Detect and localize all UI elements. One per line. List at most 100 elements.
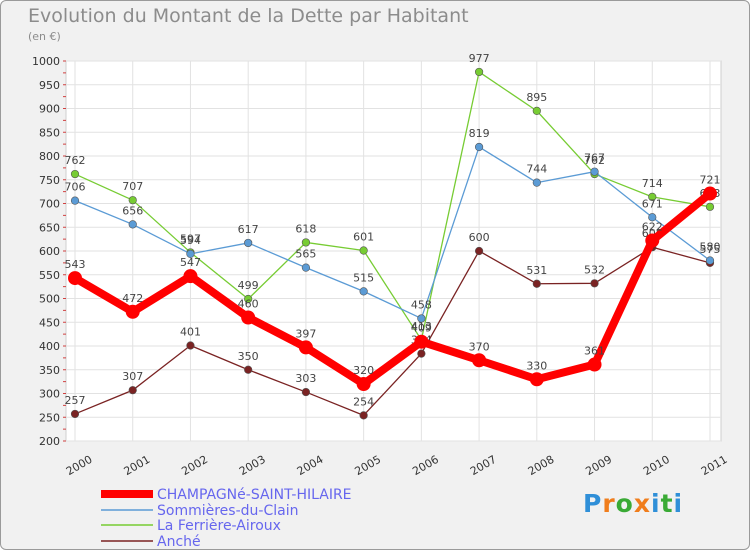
data-point xyxy=(359,411,368,420)
data-label: 707 xyxy=(122,180,143,193)
y-tick-label: 650 xyxy=(39,221,60,234)
data-label: 762 xyxy=(65,154,86,167)
data-label: 499 xyxy=(238,279,259,292)
data-label: 671 xyxy=(642,197,663,210)
data-point xyxy=(186,341,195,350)
data-point xyxy=(68,271,82,286)
x-tick-label: 2007 xyxy=(468,453,499,478)
logo-letter: i xyxy=(673,489,684,518)
data-label: 515 xyxy=(353,271,374,284)
logo-letter: i xyxy=(651,489,661,518)
data-label: 413 xyxy=(411,320,432,333)
y-tick-label: 600 xyxy=(39,245,60,258)
logo-letter: r xyxy=(602,489,616,518)
chart-subtitle: (en €) xyxy=(28,30,61,43)
legend-label: Anché xyxy=(157,534,201,549)
data-label: 819 xyxy=(469,127,490,140)
data-label: 767 xyxy=(584,152,605,165)
y-tick-label: 350 xyxy=(39,364,60,377)
data-label: 458 xyxy=(411,298,432,311)
series-line xyxy=(74,71,711,341)
data-point xyxy=(128,196,137,205)
y-tick-label: 750 xyxy=(39,174,60,187)
series-layer: 2573074013503032543846005315326085757627… xyxy=(65,52,721,420)
data-point xyxy=(128,220,137,229)
data-point xyxy=(70,196,80,205)
data-label: 575 xyxy=(700,243,721,256)
proxiti-logo: Proxiti xyxy=(583,489,683,518)
y-tick-label: 250 xyxy=(39,411,60,424)
data-point xyxy=(590,167,599,176)
data-point xyxy=(359,287,368,296)
data-point xyxy=(590,279,599,288)
data-point xyxy=(474,142,484,152)
data-label: 714 xyxy=(642,177,663,190)
y-tick-label: 950 xyxy=(39,79,60,92)
data-label: 618 xyxy=(295,222,316,235)
y-tick-label: 450 xyxy=(39,316,60,329)
legend-label: CHAMPAGNé-SAINT-HILAIRE xyxy=(157,487,352,503)
x-tick-label: 2002 xyxy=(179,453,210,478)
data-point xyxy=(241,310,256,325)
data-label: 361 xyxy=(584,345,605,358)
x-axis: 2000 2001 2002 2003 2004 2005 2006 2007 2008 2009… xyxy=(64,453,730,478)
x-tick-label: 2003 xyxy=(237,453,268,478)
data-label: 254 xyxy=(353,395,374,408)
logo-letter: o xyxy=(615,489,634,518)
y-axis: 200 250 300 350 400 450 500 550 600 650 700 750 800 8… xyxy=(32,55,66,448)
data-point xyxy=(301,263,311,272)
data-point xyxy=(529,372,544,387)
data-label: 320 xyxy=(353,364,374,377)
series-1: 706 656 594 617 565 515 458 819 744 767 671 580 xyxy=(65,127,721,323)
data-label: 600 xyxy=(469,231,490,244)
data-point xyxy=(244,238,253,248)
y-tick-label: 850 xyxy=(39,126,60,139)
legend: CHAMPAGNé-SAINT-HILAIRESommières-du-Clai… xyxy=(101,487,352,549)
x-tick-label: 2008 xyxy=(526,453,557,478)
legend-label: La Ferrière-Airoux xyxy=(157,518,281,534)
data-label: 895 xyxy=(526,91,547,104)
data-label: 762 xyxy=(584,154,605,167)
data-label: 532 xyxy=(584,263,605,276)
data-point xyxy=(532,279,541,288)
data-point xyxy=(645,233,660,248)
data-label: 307 xyxy=(122,370,143,383)
series-line xyxy=(74,146,711,320)
data-label: 580 xyxy=(700,241,721,254)
data-point xyxy=(705,256,715,265)
data-label: 543 xyxy=(65,258,86,271)
data-label: 622 xyxy=(642,221,663,234)
data-label: 977 xyxy=(469,52,490,65)
x-tick-label: 2011 xyxy=(699,453,730,478)
y-tick-label: 800 xyxy=(39,150,60,163)
data-point xyxy=(356,377,371,391)
data-label: 597 xyxy=(180,232,201,245)
series-line xyxy=(74,246,711,417)
data-label: 350 xyxy=(238,350,259,363)
data-point xyxy=(648,213,657,222)
data-point xyxy=(128,386,137,395)
y-tick-label: 900 xyxy=(39,103,60,116)
data-point xyxy=(359,246,368,255)
data-point xyxy=(301,387,311,397)
logo-letter: P xyxy=(583,489,603,518)
y-tick-label: 300 xyxy=(39,388,60,401)
data-label: 601 xyxy=(353,231,374,244)
data-point xyxy=(648,192,657,201)
x-tick-label: 2000 xyxy=(64,453,95,478)
data-label: 594 xyxy=(180,234,201,247)
data-point xyxy=(70,169,80,179)
data-label: 565 xyxy=(295,248,316,261)
data-label: 744 xyxy=(526,163,547,176)
y-tick-label: 200 xyxy=(39,435,60,448)
data-point xyxy=(587,357,602,372)
data-label: 330 xyxy=(526,359,547,372)
data-point xyxy=(301,238,311,247)
data-label: 472 xyxy=(122,292,143,305)
data-point xyxy=(70,409,80,419)
x-tick-label: 2005 xyxy=(353,453,384,478)
x-tick-label: 2001 xyxy=(122,453,153,478)
data-label: 257 xyxy=(65,394,86,407)
y-tick-label: 500 xyxy=(39,293,60,306)
